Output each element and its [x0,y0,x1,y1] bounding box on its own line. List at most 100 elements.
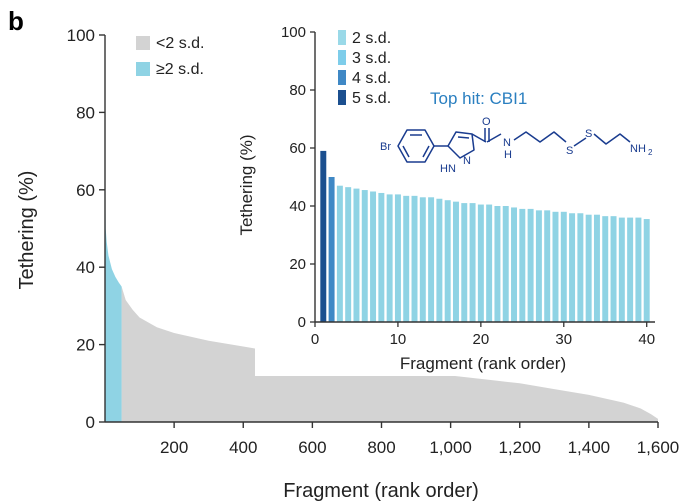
benzene-double-2 [422,145,430,158]
legend-swatch-5sd [338,90,346,105]
legend-label-3sd: 3 s.d. [352,50,391,67]
amide-hydrogen: H [504,149,512,161]
main-x-tick-label: 400 [229,438,257,457]
inset-bar [461,203,468,322]
inset-bar [444,200,451,322]
cbi1-structure: Br HN N O N H S S N [380,116,653,175]
inset-y-tick-label: 100 [281,24,306,41]
ethyl-chain [593,133,631,145]
sulfur-1: S [566,145,573,157]
area-above-2sd [105,193,122,422]
sulfur-2: S [585,128,592,140]
inset-y-ticks: 0 20 40 60 80 100 [281,24,315,331]
main-y-tick-label: 20 [76,336,95,355]
inset-bar [527,208,534,322]
inset-legend: 2 s.d. 3 s.d. 4 s.d. 5 s.d. [338,30,391,107]
legend-label-2sd: 2 s.d. [352,30,391,47]
main-y-tick-label: 40 [76,258,95,277]
inset-bar [345,187,352,322]
legend-swatch-above-2sd [136,62,150,76]
inset-bar [378,192,385,322]
propyl-chain [513,131,567,143]
inset-bar [477,204,484,322]
pyrazole-n: N [463,155,471,167]
inset-bar [577,213,584,322]
inset-bars [320,150,650,322]
amide-nitrogen: N [503,137,511,149]
inset-bar [593,214,600,322]
inset-bar [602,216,609,322]
inset-bar [627,217,634,322]
inset-bar [635,217,642,322]
pyrazole-double [457,136,470,139]
inset-x-ticks: 0 10 20 30 40 [311,322,655,348]
main-x-tick-label: 600 [298,438,326,457]
inset-bar [643,219,650,322]
inset-bar [535,210,542,322]
main-x-tick-label: 1,200 [498,438,541,457]
main-y-tick-label: 80 [76,103,95,122]
main-x-axis-title: Fragment (rank order) [283,480,479,502]
inset-bar [428,197,435,322]
inset-bar [320,150,327,322]
inset-y-tick-label: 80 [289,82,306,99]
main-x-ticks: 200 400 600 800 1,000 1,200 1,400 1,600 [160,422,679,457]
inset-bar [436,198,443,322]
inset-y-tick-label: 60 [289,140,306,157]
inset-chart: 0 20 40 60 80 100 0 10 20 30 40 Fragment (rank or… [237,24,655,373]
main-area-group [105,193,659,422]
inset-bar [486,204,493,322]
legend-label-below-2sd: <2 s.d. [156,35,204,52]
legend-swatch-4sd [338,70,346,85]
main-x-tick-label: 800 [367,438,395,457]
main-x-tick-label: 1,400 [568,438,611,457]
main-x-tick-label: 1,600 [637,438,680,457]
main-y-tick-label: 0 [86,413,95,432]
inset-bar [511,207,518,322]
legend-swatch-below-2sd [136,36,150,50]
panel-label: b [8,6,24,36]
inset-x-tick-label: 40 [638,331,655,348]
inset-y-axis-title: Tethering (%) [237,134,256,235]
inset-bar [560,211,567,322]
legend-swatch-2sd [338,30,346,45]
amine-subscript: 2 [648,148,653,157]
inset-y-tick-label: 40 [289,198,306,215]
pyrazole-nh: HN [440,163,456,175]
inset-bar [361,190,368,322]
inset-bar [386,194,393,322]
inset-bar [411,195,418,322]
legend-label-above-2sd: ≥2 s.d. [156,61,204,78]
inset-x-tick-label: 20 [473,331,490,348]
disulfide-bond [573,137,587,147]
benzene-double-3 [402,145,410,158]
inset-bar [403,195,410,322]
inset-x-tick-label: 10 [390,331,407,348]
amine-group: NH [630,143,646,155]
inset-bar [585,214,592,322]
inset-bar [328,177,335,322]
inset-bar [394,194,401,322]
main-y-tick-label: 60 [76,181,95,200]
inset-bar [610,216,617,322]
inset-bar [569,213,576,322]
inset-bar [618,217,625,322]
legend-label-5sd: 5 s.d. [352,90,391,107]
inset-bar [419,197,426,322]
main-x-tick-label: 200 [160,438,188,457]
inset-x-tick-label: 0 [311,331,319,348]
legend-label-4sd: 4 s.d. [352,70,391,87]
inset-background [255,24,675,376]
inset-bar [370,191,377,322]
top-hit-annotation: Top hit: CBI1 [430,89,527,108]
inset-bar [469,203,476,322]
inset-bar [353,188,360,322]
amide-oxygen: O [482,116,491,128]
inset-x-tick-label: 30 [555,331,572,348]
inset-bar [519,208,526,322]
inset-bar [502,206,509,322]
pyrazole-carbonyl-bond [471,133,487,143]
area-below-2sd [121,286,659,422]
